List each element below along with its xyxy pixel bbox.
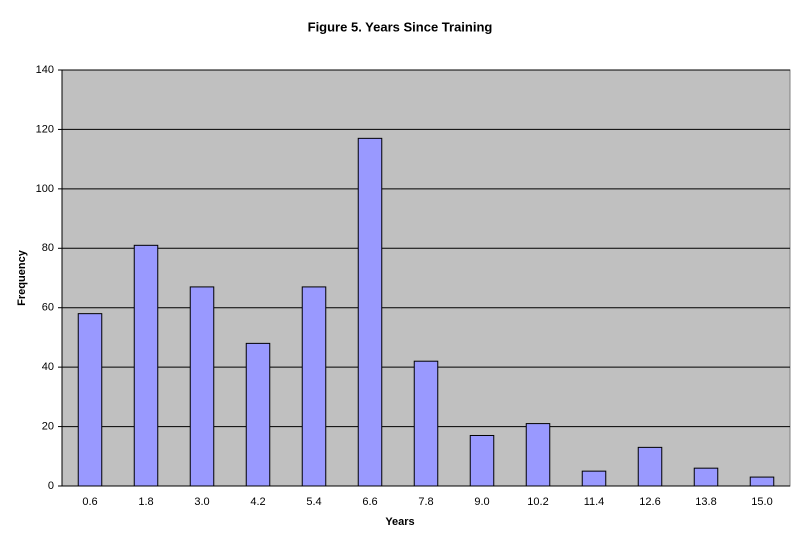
bar: [301, 286, 327, 487]
x-tick-label: 1.8: [138, 496, 153, 508]
x-tick-label: 15.0: [751, 496, 772, 508]
bar: [693, 467, 719, 487]
y-axis-title: Frequency: [16, 249, 28, 306]
y-tick-label: 0: [48, 480, 54, 492]
x-axis-title: Years: [385, 516, 414, 528]
x-tick-label: 10.2: [527, 496, 548, 508]
y-tick-label: 40: [42, 361, 54, 373]
x-tick-label: 12.6: [639, 496, 660, 508]
chart-title: Figure 5. Years Since Training: [308, 19, 493, 34]
bar: [637, 446, 663, 487]
y-tick-label: 140: [36, 64, 54, 76]
y-tick-label: 100: [36, 183, 54, 195]
bar: [189, 286, 215, 487]
bar: [581, 470, 607, 487]
x-tick-label: 7.8: [418, 496, 433, 508]
bar: [245, 342, 271, 487]
y-tick-label: 120: [36, 123, 54, 135]
bar: [749, 476, 775, 487]
x-tick-label: 4.2: [250, 496, 265, 508]
bar: [357, 137, 383, 487]
x-tick-label: 9.0: [474, 496, 489, 508]
x-tick-label: 3.0: [194, 496, 209, 508]
x-tick-label: 11.4: [584, 496, 605, 508]
bar: [469, 434, 495, 487]
bar: [133, 244, 159, 487]
y-tick-label: 60: [42, 302, 54, 314]
x-tick-label: 13.8: [695, 496, 716, 508]
x-tick-label: 0.6: [82, 496, 97, 508]
bar: [525, 423, 551, 487]
y-tick-label: 20: [42, 420, 54, 432]
x-tick-label: 5.4: [306, 496, 321, 508]
bar: [413, 360, 439, 487]
bar: [77, 313, 103, 487]
y-tick-label: 80: [42, 242, 54, 254]
x-tick-label: 6.6: [362, 496, 377, 508]
